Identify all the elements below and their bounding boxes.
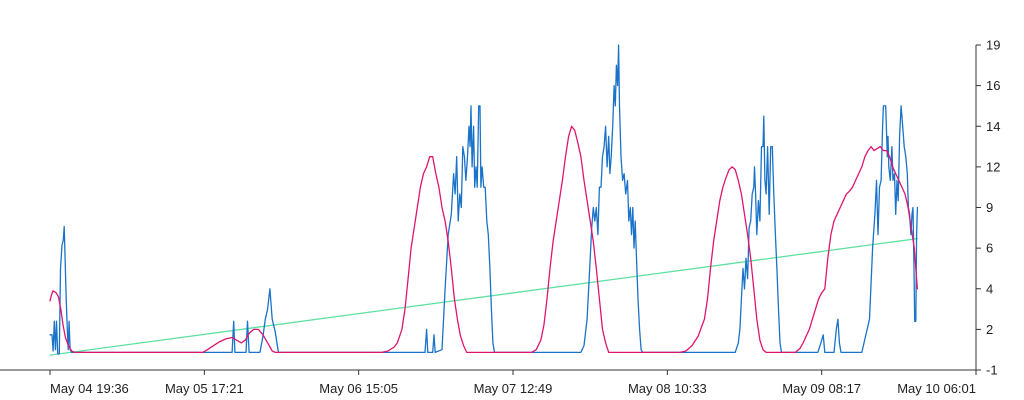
x-tick-label: May 06 15:05: [319, 381, 398, 396]
series-line-3: [49, 237, 919, 356]
y-tick-label: 16: [986, 78, 1000, 93]
series-line-2: [49, 125, 919, 354]
y-tick-label: 14: [986, 119, 1000, 134]
y-tick-label: 9: [986, 200, 993, 215]
series-layer: [49, 44, 919, 356]
x-tick-label: May 05 17:21: [165, 381, 244, 396]
y-tick-label: 12: [986, 159, 1000, 174]
axis-layer: [0, 44, 981, 375]
x-tick-label: May 09 08:17: [782, 381, 861, 396]
y-tick-label: 2: [986, 322, 993, 337]
x-tick-label: May 04 19:36: [50, 381, 129, 396]
x-tick-label: May 08 10:33: [628, 381, 707, 396]
y-tick-label: 6: [986, 241, 993, 256]
y-tick-label: 19: [986, 38, 1000, 53]
x-tick-label: May 07 12:49: [474, 381, 553, 396]
series-line-1: [49, 44, 919, 355]
y-tick-label: -1: [986, 363, 998, 378]
y-tick-label: 4: [986, 281, 993, 296]
label-layer: -1 2 4 6 9 12 14 16 19 May 04 19:36 May 05 17:21 Ma…: [50, 38, 1000, 397]
x-tick-label: May 10 06:01: [897, 381, 976, 396]
